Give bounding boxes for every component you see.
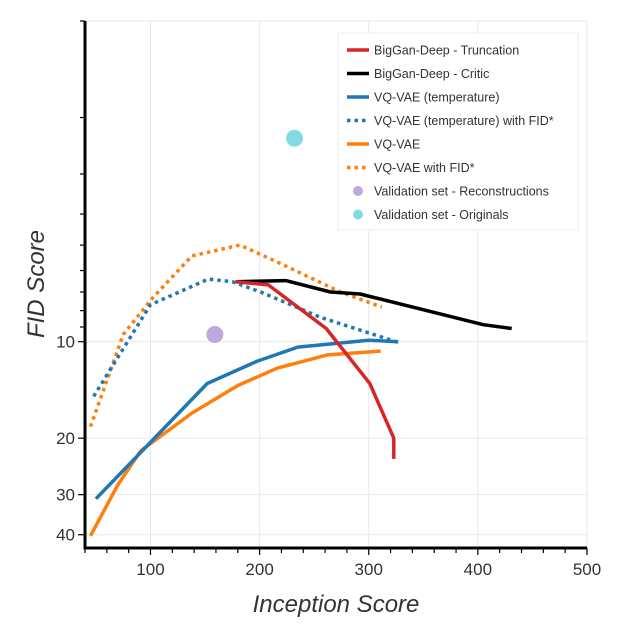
x-tick-labels: 100 200 300 400 500 (136, 560, 601, 579)
y-axis-title: FID Score (23, 230, 50, 338)
series-vq-vae-with-fid (88, 243, 383, 428)
series-biggan-deep-critic (235, 278, 512, 331)
series-layer (88, 129, 512, 537)
y-tick-labels: 10 20 30 40 (56, 333, 75, 545)
legend-box (337, 32, 579, 231)
x-tick-label: 400 (464, 560, 492, 579)
legend-label: VQ-VAE (374, 138, 420, 152)
y-tick-label: 20 (56, 429, 75, 448)
x-tick-label: 500 (573, 560, 601, 579)
legend-label: BigGan-Deep - Critic (374, 67, 489, 81)
x-tick-label: 100 (136, 560, 164, 579)
legend-label: Validation set - Originals (374, 208, 509, 222)
legend-marker-validation-set-originals (353, 209, 363, 220)
series-biggan-deep-truncation (235, 279, 396, 459)
point-validation-set-originals (286, 129, 304, 147)
series-vq-vae (88, 349, 381, 537)
y-tick-label: 10 (56, 333, 75, 352)
series-vq-vae-temperature (94, 338, 399, 501)
y-tick-label: 40 (56, 526, 75, 545)
legend: BigGan-Deep - Truncation BigGan-Deep - Cr… (337, 32, 579, 231)
legend-label: VQ-VAE with FID* (374, 161, 475, 175)
x-tick-label: 200 (245, 560, 273, 579)
legend-label: VQ-VAE (temperature) (374, 91, 500, 105)
y-tick-label: 30 (56, 486, 75, 505)
axes (78, 20, 588, 555)
legend-label: VQ-VAE (temperature) with FID* (374, 114, 554, 128)
x-tick-label: 300 (355, 560, 383, 579)
x-axis-title: Inception Score (253, 591, 420, 618)
series-vq-vae-temperature-with-fid (92, 277, 401, 398)
legend-label: Validation set - Reconstructions (374, 185, 549, 199)
legend-label: BigGan-Deep - Truncation (374, 44, 519, 58)
point-validation-set-reconstructions (206, 326, 224, 344)
legend-marker-validation-set-reconstructions (353, 186, 363, 196)
